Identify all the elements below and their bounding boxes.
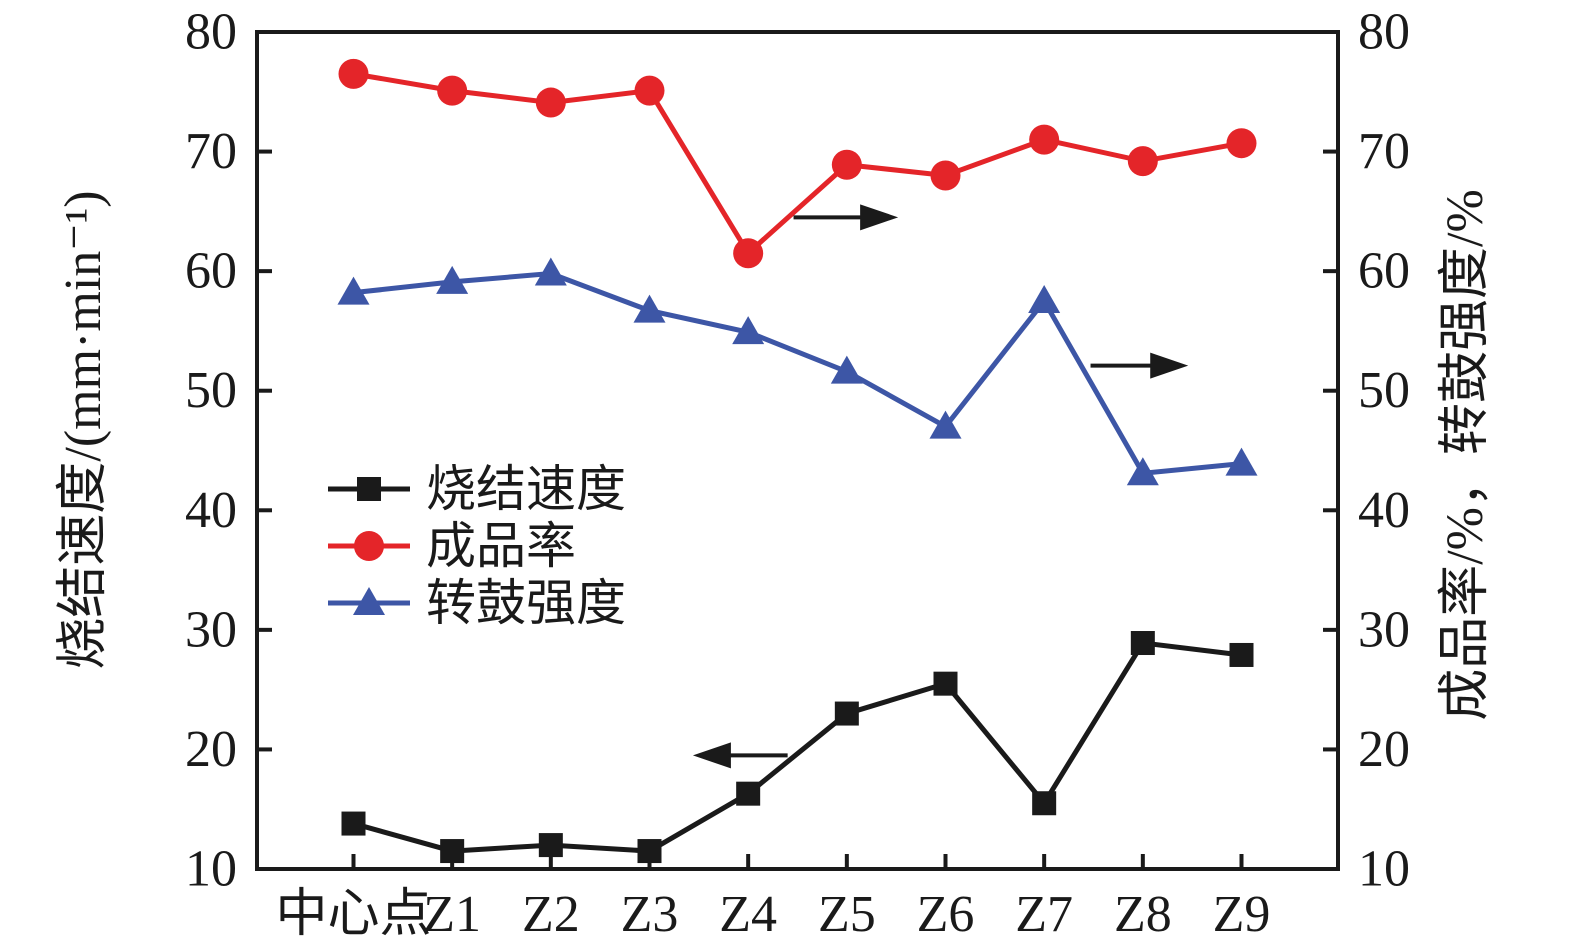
x-axis-tick-label: Z7 (1015, 886, 1073, 943)
right-axis-tick-label: 50 (1358, 362, 1410, 419)
right-axis-tick-label: 30 (1358, 601, 1410, 658)
right-axis-tick-label: 40 (1358, 482, 1410, 539)
series-point (634, 75, 665, 106)
arrow-head (860, 204, 899, 231)
series-line (353, 71, 1242, 258)
series-point (834, 701, 859, 726)
series-point (1226, 128, 1257, 159)
series-point (736, 781, 761, 806)
series-point (1130, 631, 1155, 656)
left-axis-tick-label: 50 (185, 362, 237, 419)
legend-label: 成品率 (426, 518, 576, 574)
right-axis-tick-label: 60 (1358, 243, 1410, 300)
left-axis-tick-label: 20 (185, 721, 237, 778)
legend-label: 转鼓强度 (426, 575, 626, 631)
legend-entry: 烧结速度 (328, 461, 626, 517)
series-point (830, 355, 863, 384)
right-axis-tick-label: 80 (1358, 4, 1410, 61)
legend-marker (357, 477, 381, 501)
series-line (352, 640, 1242, 854)
x-axis-tick-label: Z1 (423, 886, 481, 943)
left-axis-tick-label: 70 (185, 123, 237, 180)
left-axis-tick-label: 40 (185, 482, 237, 539)
series-point (437, 75, 468, 106)
legend-entry: 转鼓强度 (328, 575, 626, 631)
x-axis-tick-label: Z4 (719, 886, 777, 943)
series-point (338, 58, 369, 89)
series-point (831, 149, 862, 180)
series-point (1028, 285, 1061, 314)
right-axis-title: 成品率/%，转鼓强度/% (1437, 189, 1494, 721)
axis-direction-arrow (793, 204, 899, 231)
series-point (637, 839, 662, 864)
left-axis-tick-label: 60 (185, 243, 237, 300)
legend-marker (353, 587, 385, 615)
left-axis-tick-label: 30 (185, 601, 237, 658)
x-axis-tick-label: Z3 (621, 886, 679, 943)
series-line (353, 270, 1242, 476)
series-point (538, 833, 563, 858)
series-point (535, 87, 566, 118)
right-axis-tick-label: 70 (1358, 123, 1410, 180)
series-point (341, 811, 366, 836)
series-point (1229, 642, 1254, 667)
series-point (337, 276, 370, 305)
series-0 (341, 631, 1254, 864)
left-axis-title: 烧结速度/(mm·min⁻¹) (55, 190, 112, 669)
x-axis-tick-label: Z5 (818, 886, 876, 943)
x-axis-tick-label: Z6 (917, 886, 975, 943)
series-point (1126, 457, 1159, 486)
legend-entry: 成品率 (328, 518, 576, 574)
right-axis-tick-label: 10 (1358, 841, 1410, 898)
plot-border (255, 30, 1340, 871)
series-point (633, 294, 666, 323)
axis-direction-arrow (692, 742, 788, 769)
right-axis-tick-label: 20 (1358, 721, 1410, 778)
x-axis-tick-label: Z8 (1114, 886, 1172, 943)
series-point (732, 316, 765, 345)
series-point (933, 671, 958, 696)
series-point (1032, 791, 1057, 816)
series-point (733, 238, 764, 269)
x-axis-tick-label: 中心点 (275, 886, 431, 943)
series-point (1029, 124, 1060, 155)
legend-marker (354, 531, 384, 561)
series-point (436, 265, 469, 294)
legend-label: 烧结速度 (426, 461, 626, 517)
x-axis-tick-label: Z9 (1213, 886, 1271, 943)
arrow-head (692, 742, 731, 769)
left-axis-tick-label: 10 (185, 841, 237, 898)
series-point (929, 410, 962, 439)
axis-direction-arrow (1090, 352, 1189, 379)
arrow-head (1150, 352, 1189, 379)
series-point (1127, 146, 1158, 177)
left-axis-tick-label: 80 (185, 4, 237, 61)
series-point (930, 160, 961, 191)
series-point (1225, 447, 1258, 476)
series-1 (338, 58, 1257, 269)
series-point (440, 839, 465, 864)
series-point (534, 257, 567, 286)
x-axis-tick-label: Z2 (522, 886, 580, 943)
series-2 (337, 257, 1258, 486)
